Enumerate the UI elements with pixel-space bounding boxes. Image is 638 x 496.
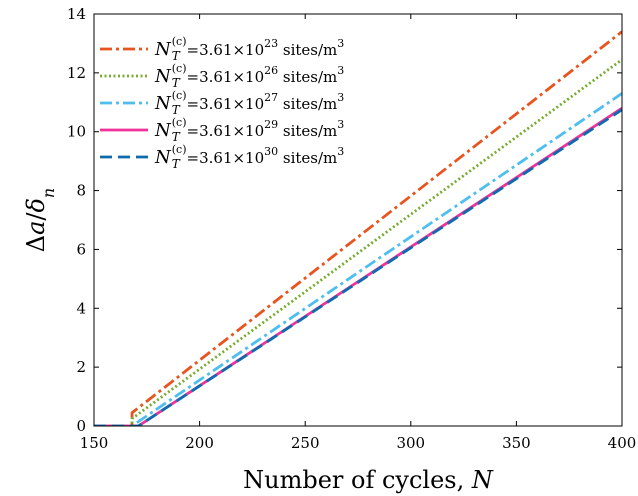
- y-tick-label: 8: [76, 182, 86, 200]
- x-tick-label: 200: [185, 434, 214, 452]
- legend: NT(c)=3.61×1023 sites/m3NT(c)=3.61×1026 …: [100, 35, 344, 171]
- series-line-1: [94, 30, 622, 426]
- x-tick-label: 300: [396, 434, 425, 452]
- plot-content: [94, 30, 622, 426]
- x-axis: 150 200 250 300 350 400: [80, 14, 637, 452]
- legend-label-1: NT(c)=3.61×1023 sites/m3: [154, 35, 344, 63]
- series-line-2: [94, 58, 622, 426]
- y-tick-label: 2: [76, 358, 86, 376]
- y-axis-label-var2: δ: [22, 198, 50, 212]
- x-axis-label: Number of cycles, N: [243, 466, 494, 494]
- y-tick-label: 14: [67, 5, 86, 23]
- plot-frame: [93, 13, 623, 427]
- x-tick-label: 150: [80, 434, 109, 452]
- y-axis-label-slash: /: [22, 212, 50, 221]
- series-line-3: [94, 92, 622, 426]
- series-line-4: [94, 107, 622, 426]
- y-tick-label: 0: [76, 417, 86, 435]
- legend-label-3: NT(c)=3.61×1027 sites/m3: [154, 89, 344, 117]
- x-tick-label: 400: [608, 434, 637, 452]
- y-axis: 0 2 4 6 8 10 12 14: [67, 5, 622, 435]
- x-axis-label-text: Number of cycles,: [243, 466, 472, 494]
- x-axis-label-var: N: [471, 466, 494, 494]
- y-tick-label: 10: [67, 123, 86, 141]
- x-tick-label: 250: [291, 434, 320, 452]
- legend-label-2: NT(c)=3.61×1026 sites/m3: [154, 62, 344, 90]
- y-axis-label-var1: a: [22, 221, 50, 235]
- y-tick-label: 6: [76, 240, 86, 258]
- y-axis-label: Δa/δn: [22, 188, 58, 253]
- legend-label-4: NT(c)=3.61×1029 sites/m3: [154, 116, 344, 144]
- x-tick-label: 350: [502, 434, 531, 452]
- legend-label-5: NT(c)=3.61×1030 sites/m3: [154, 143, 344, 171]
- y-tick-label: 4: [76, 299, 86, 317]
- y-axis-label-prefix: Δ: [22, 235, 50, 252]
- y-axis-label-sub: n: [39, 188, 58, 198]
- y-tick-label: 12: [67, 64, 86, 82]
